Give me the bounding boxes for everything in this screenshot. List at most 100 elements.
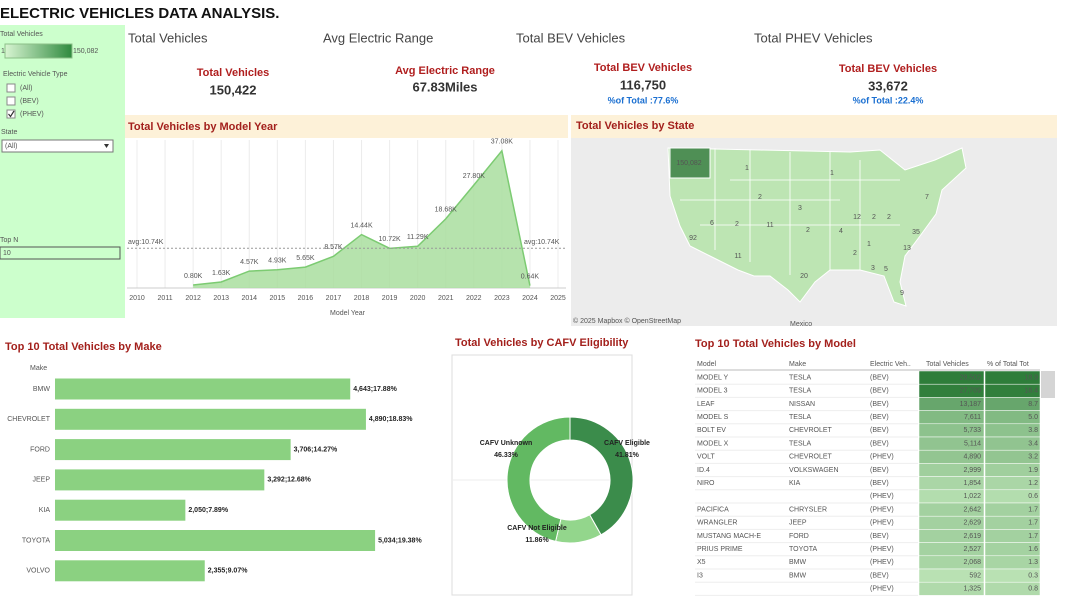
- table-cell: (BEV): [870, 572, 889, 579]
- kpi-label: Total BEV Vehicles: [839, 63, 937, 75]
- us-shape: [667, 147, 967, 307]
- chart-title: Total Vehicles by CAFV Eligibility: [455, 337, 629, 349]
- input-value: 10: [3, 250, 11, 257]
- data-label: 4,890;18.83%: [369, 416, 413, 423]
- state-label: 2: [806, 227, 810, 234]
- data-label: 10.72K: [379, 236, 402, 243]
- table-cell: (PHEV): [870, 586, 894, 593]
- table-cell: (BEV): [870, 388, 889, 395]
- kpi-label: Total Vehicles: [197, 67, 270, 79]
- data-label: 37.08K: [491, 139, 514, 146]
- state-label: 1: [830, 170, 834, 177]
- filter-label: Electric Vehicle Type: [3, 71, 68, 78]
- table-cell: CHRYSLER: [789, 506, 827, 513]
- table-cell: (PHEV): [870, 506, 894, 513]
- range-slider[interactable]: [4, 43, 73, 59]
- data-label: 2,050;7.89%: [188, 507, 228, 514]
- table-cell: MUSTANG MACH-E: [697, 533, 761, 540]
- kpi-note: %of Total :77.6%: [608, 95, 679, 105]
- donut-segment: [569, 416, 634, 536]
- x-tick-label: 2024: [522, 295, 538, 302]
- state-label: 2: [735, 221, 739, 228]
- data-label: 0.80K: [184, 273, 203, 280]
- table-cell: LEAF: [697, 401, 715, 408]
- state-label: 12: [853, 214, 861, 221]
- state-label: 11: [734, 253, 741, 260]
- column-header: Make: [789, 361, 806, 368]
- category-label: TOYOTA: [22, 537, 50, 544]
- check-mark: [8, 110, 15, 118]
- table-cell: 4,890: [963, 454, 981, 461]
- category-label: FORD: [30, 446, 50, 453]
- checkbox[interactable]: [6, 96, 16, 106]
- table-cell: 1.7: [1028, 506, 1038, 513]
- scrollbar[interactable]: [1041, 371, 1055, 398]
- checkbox-label: (PHEV): [20, 111, 44, 118]
- kpi-value: 150,422: [210, 82, 257, 97]
- state-label: 5: [884, 266, 888, 273]
- x-axis-label: Model Year: [330, 310, 366, 317]
- title-bar: [125, 115, 568, 138]
- map-title: Total Vehicles by State: [576, 120, 694, 132]
- kpi-header: Avg Electric Range: [323, 30, 433, 45]
- checkbox[interactable]: [6, 83, 16, 93]
- column-header: Electric Veh..: [870, 361, 911, 368]
- x-tick-label: 2013: [213, 295, 229, 302]
- table-cell: 3.2: [1028, 454, 1038, 461]
- table-cell: JEEP: [789, 520, 807, 527]
- table-cell: BOLT EV: [697, 427, 726, 434]
- text-input[interactable]: [0, 246, 121, 260]
- state-label: 2: [872, 214, 876, 221]
- state-label: 150,082: [676, 160, 701, 167]
- data-label: 4,643;17.88%: [353, 386, 397, 393]
- category-label: CHEVROLET: [7, 416, 51, 423]
- table-cell: BMW: [789, 572, 807, 579]
- table-cell: 2,068: [963, 559, 981, 566]
- table-cell: MODEL S: [697, 414, 729, 421]
- area: [193, 150, 530, 288]
- table-cell: I3: [697, 572, 703, 579]
- table-cell: (BEV): [870, 533, 889, 540]
- checkbox[interactable]: [6, 109, 16, 119]
- table-cell: MODEL X: [697, 440, 729, 447]
- bar: [55, 469, 265, 491]
- table-cell: 2,999: [963, 467, 981, 474]
- table-cell: 1,854: [963, 480, 981, 487]
- table-cell: 1,325: [963, 586, 981, 593]
- table-cell: NISSAN: [789, 401, 815, 408]
- kpi-header: Total Vehicles: [128, 30, 208, 45]
- category-label: BMW: [33, 386, 51, 393]
- table-cell: (PHEV): [870, 546, 894, 553]
- table-cell: 18.4: [1024, 388, 1038, 395]
- state-label: 1: [867, 241, 871, 248]
- state-label: 20: [800, 273, 808, 280]
- segment-value: 41.81%: [615, 452, 640, 459]
- table-cell: (BEV): [870, 401, 889, 408]
- dropdown[interactable]: [1, 139, 114, 153]
- table-cell: FORD: [789, 533, 809, 540]
- x-tick-label: 2025: [550, 295, 566, 302]
- chart-panel: [451, 354, 633, 596]
- x-tick-label: 2021: [438, 295, 454, 302]
- table-cell: PRIUS PRIME: [697, 546, 743, 553]
- state-highlight: [669, 147, 711, 179]
- kpi-label: Avg Electric Range: [395, 65, 495, 77]
- table-cell: (PHEV): [870, 559, 894, 566]
- table-cell: 1,022: [963, 493, 981, 500]
- table-cell: 13,187: [960, 401, 982, 408]
- table-cell: TESLA: [789, 388, 812, 395]
- x-tick-label: 2010: [129, 295, 145, 302]
- table-cell: (PHEV): [870, 454, 894, 461]
- table-cell: 1.7: [1028, 533, 1038, 540]
- kpi-label: Total BEV Vehicles: [594, 62, 692, 74]
- filter-label: State: [1, 129, 17, 136]
- table-title: Top 10 Total Vehicles by Model: [695, 338, 856, 350]
- category-label: JEEP: [32, 477, 50, 484]
- table-cell: 0.6: [1028, 493, 1038, 500]
- table-cell: ID.4: [697, 467, 710, 474]
- table-cell: (PHEV): [870, 493, 894, 500]
- table-cell: (BEV): [870, 374, 889, 381]
- table-cell: 27,709: [960, 388, 982, 395]
- table-cell: 0.8: [1028, 586, 1038, 593]
